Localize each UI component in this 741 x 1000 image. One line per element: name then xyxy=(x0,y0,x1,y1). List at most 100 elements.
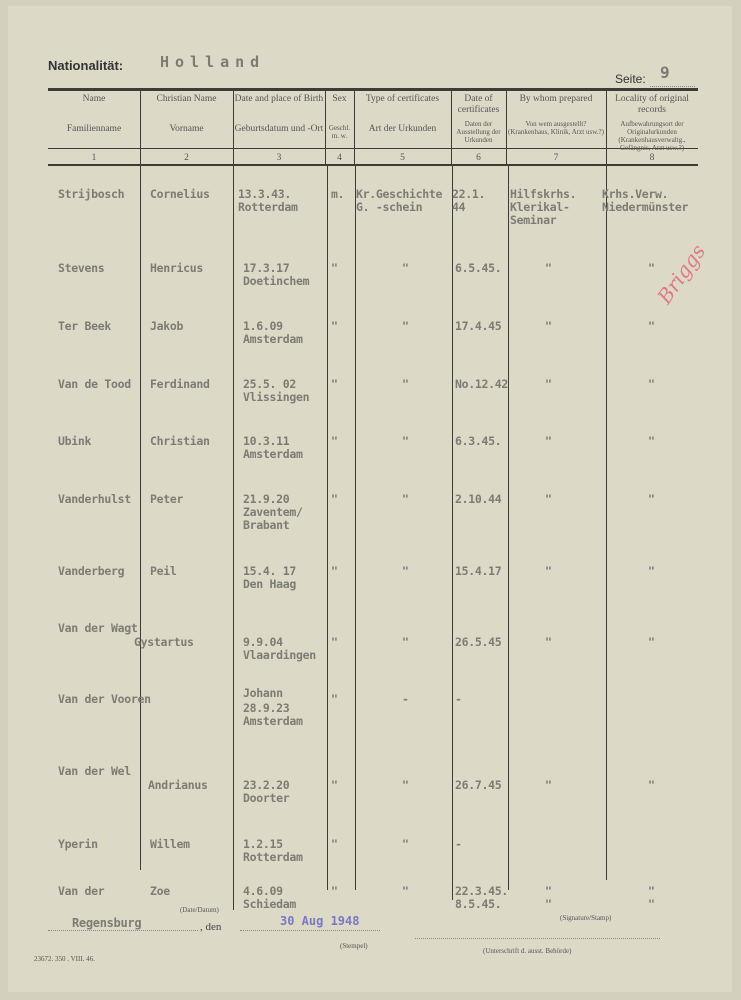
cell-type: - xyxy=(402,692,409,706)
table-top-rule xyxy=(48,88,698,91)
cell-type: " xyxy=(402,434,409,448)
column-header-en: Locality of original records xyxy=(615,94,689,115)
column-header-de: Geschl. m. w. xyxy=(328,124,351,140)
header-bottom-rule xyxy=(48,164,698,166)
column-header-en: Christian Name xyxy=(156,94,217,104)
header-column-divider xyxy=(354,90,355,166)
cell-name: Ter Beek xyxy=(58,319,111,333)
cell-christian: Andrianus xyxy=(148,778,208,792)
cell-date: - xyxy=(455,837,462,851)
cell-birth: 9.9.04 Vlaardingen xyxy=(243,635,316,662)
cell-name: Vanderberg xyxy=(58,564,125,578)
cell-birth: 10.3.11 Amsterdam xyxy=(243,434,303,461)
header-column-divider xyxy=(325,90,326,166)
page-label: Seite: xyxy=(615,72,646,86)
cell-locality: " xyxy=(648,261,655,275)
cell-name: Ubink xyxy=(58,434,92,448)
nationality-label: Nationalität: xyxy=(48,58,124,73)
stamp-caption: (Stempel) xyxy=(340,942,368,950)
cell-birth: 28.9.23 Amsterdam xyxy=(243,701,303,728)
column-header-en: Date and place of Birth xyxy=(234,94,324,104)
cell-by-whom: " xyxy=(545,434,552,448)
cell-locality: " xyxy=(648,492,655,506)
column-number: 4 xyxy=(337,153,342,163)
cell-by-whom: " xyxy=(545,492,552,506)
header-column-divider xyxy=(506,90,507,166)
cell-christian: Ferdinand xyxy=(150,377,210,391)
cell-birth: 13.3.43. Rotterdam xyxy=(238,187,298,214)
cell-sex: m. xyxy=(331,187,345,201)
cell-sex: " xyxy=(331,884,338,898)
cell-date: 15.4.17 xyxy=(455,564,502,578)
cell-date: 6.3.45. xyxy=(455,434,502,448)
cell-type: " xyxy=(402,564,409,578)
column-header-en: Type of certificates xyxy=(365,94,440,104)
cell-type: " xyxy=(402,319,409,333)
place-line xyxy=(48,930,198,931)
cell-date: No.12.42 xyxy=(455,377,508,391)
column-divider xyxy=(355,166,356,890)
cell-birth: 25.5. 02 Vlissingen xyxy=(243,377,310,404)
cell-by-whom: " xyxy=(545,635,552,649)
column-number: 2 xyxy=(184,153,189,163)
cell-by-whom: " xyxy=(545,377,552,391)
cell-date: 6.5.45. xyxy=(455,261,502,275)
cell-birth: 4.6.09 Schiedam xyxy=(243,884,296,911)
cell-locality: " xyxy=(648,377,655,391)
cell-type: " xyxy=(402,377,409,391)
cell-birth: 1.2.15 Rotterdam xyxy=(243,837,303,864)
den-label: , den xyxy=(200,921,222,933)
cell-christian: Jakob xyxy=(150,319,184,333)
column-header-de: Geburtsdatum und -Ort xyxy=(234,124,324,134)
cell-name: Strijbosch xyxy=(58,187,125,201)
date-line xyxy=(240,930,380,931)
cell-sex: " xyxy=(331,564,338,578)
cell-locality: Krhs.Verw. Niedermünster xyxy=(602,187,689,214)
cell-birth: 1.6.09 Amsterdam xyxy=(243,319,303,346)
cell-christian: Peil xyxy=(150,564,177,578)
cell-birth: 23.2.20 Doorter xyxy=(243,778,290,805)
column-divider xyxy=(606,166,607,880)
cell-type: " xyxy=(402,778,409,792)
cell-name: Yperin xyxy=(58,837,98,851)
column-number: 1 xyxy=(91,153,97,163)
cell-name: Van der Vooren xyxy=(58,692,151,706)
cell-christian: Zoe xyxy=(150,884,170,898)
column-divider xyxy=(508,166,509,890)
page-number-line xyxy=(650,86,695,87)
cell-by-whom: " xyxy=(545,564,552,578)
page-number: 9 xyxy=(660,63,670,82)
header-column-divider xyxy=(140,90,141,166)
nationality-value: Holland xyxy=(160,53,266,71)
cell-name: Van der xyxy=(58,884,105,898)
cell-type: " xyxy=(402,492,409,506)
cell-date: 22.1. 44 xyxy=(452,187,486,214)
signature-line xyxy=(415,938,660,939)
header-rule xyxy=(48,148,698,149)
cell-locality: " xyxy=(648,778,655,792)
column-header-de: Art der Urkunden xyxy=(368,124,437,134)
cell-sex: " xyxy=(331,837,338,851)
cell-locality: " " xyxy=(648,884,655,911)
column-header-en: By whom prepared xyxy=(519,94,593,104)
cell-sex: " xyxy=(331,635,338,649)
column-number: 6 xyxy=(476,153,481,163)
cell-type: Kr.Geschichte G. -schein xyxy=(356,187,443,214)
cell-sex: " xyxy=(331,692,338,706)
date-stamp: 30 Aug 1948 xyxy=(280,914,360,928)
column-header-de: Familienname xyxy=(66,124,122,134)
signature-caption: (Signature/Stamp) xyxy=(560,914,612,922)
cell-birth: 17.3.17 Doetinchem xyxy=(243,261,310,288)
cell-locality: " xyxy=(648,434,655,448)
cell-type: " xyxy=(402,837,409,851)
header-column-divider xyxy=(233,90,234,166)
cell-type: " xyxy=(402,261,409,275)
cell-by-whom: Hilfskrhs. Klerikal- Seminar xyxy=(510,187,577,227)
cell-locality: " xyxy=(648,564,655,578)
header-column-divider xyxy=(451,90,452,166)
column-divider xyxy=(140,166,141,870)
cell-by-whom: " xyxy=(545,319,552,333)
column-header-en: Date of certificates xyxy=(457,94,500,115)
column-divider xyxy=(233,166,234,910)
print-code: 23672. 350 . VIII. 46. xyxy=(34,955,95,963)
